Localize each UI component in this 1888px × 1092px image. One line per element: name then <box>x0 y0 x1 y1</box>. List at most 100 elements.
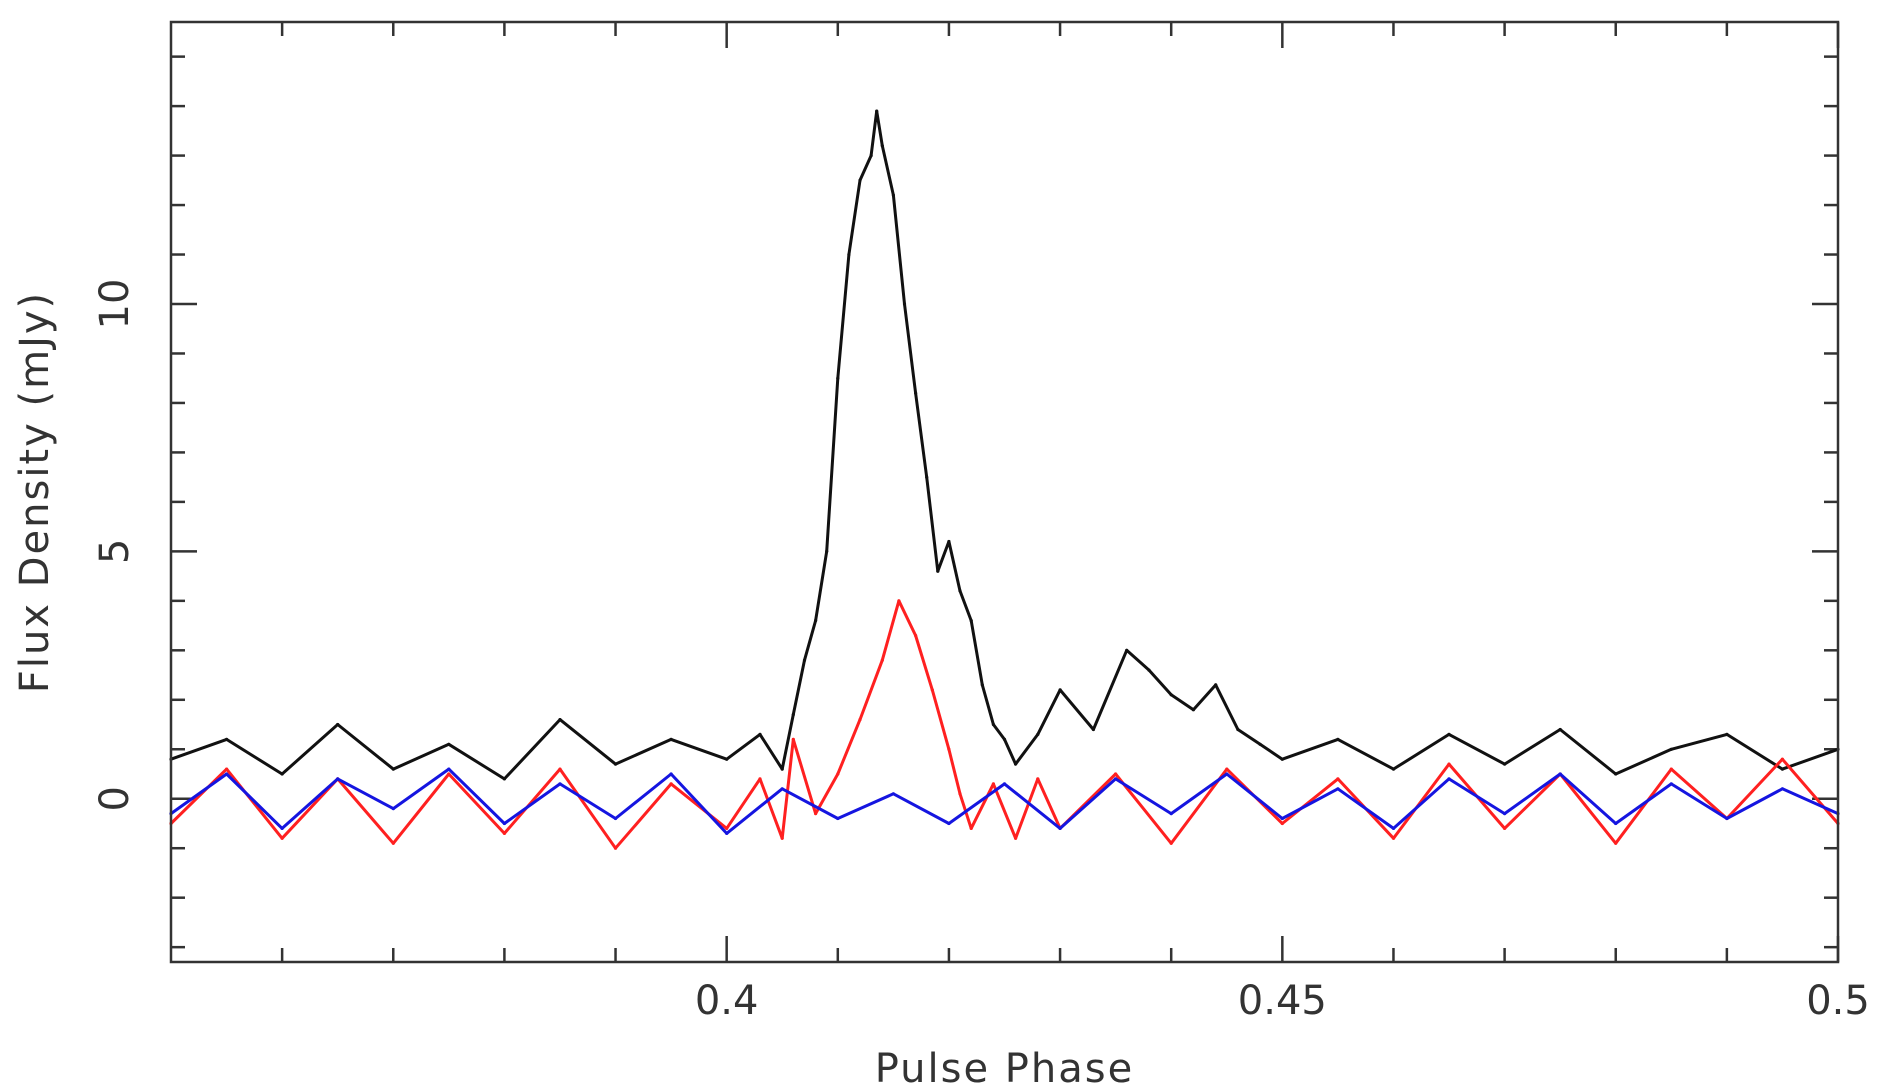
series-1-point <box>280 772 284 776</box>
series-line-3 <box>170 767 1839 835</box>
series-1-point <box>1036 732 1040 737</box>
series-2-point <box>914 633 918 638</box>
series-2-point <box>1391 836 1396 840</box>
series-1-point <box>875 109 879 113</box>
series-1-point <box>847 252 851 257</box>
tick-marks <box>171 22 1840 962</box>
series-2-point <box>947 747 951 751</box>
series-1-point <box>1280 757 1284 761</box>
series-lines <box>169 109 1840 850</box>
series-1-point <box>891 193 896 197</box>
series-2-point <box>758 777 762 781</box>
series-3-point <box>558 782 562 786</box>
series-1-point <box>1236 727 1240 732</box>
series-3-point <box>1002 782 1007 786</box>
series-2-point <box>1336 777 1340 781</box>
series-1-point <box>758 732 762 737</box>
series-3-point <box>1669 782 1673 786</box>
series-3-point <box>669 772 673 776</box>
y-tick-label: 10 <box>92 279 138 330</box>
series-line-1 <box>170 109 1839 781</box>
series-2-point <box>836 772 840 776</box>
series-2-point <box>1447 762 1451 766</box>
series-3-point <box>1280 816 1284 821</box>
series-3-point <box>1558 772 1562 776</box>
series-2-point <box>725 826 729 831</box>
series-2-point <box>613 846 618 850</box>
series-1-point <box>1447 732 1451 737</box>
series-1-point <box>925 475 929 479</box>
series-1-point <box>1614 772 1618 776</box>
y-axis-label: Flux Density (mJy) <box>12 291 58 693</box>
tick-labels: 0.4 0.45 0.5 0 5 10 <box>92 279 1870 1024</box>
series-3-point <box>225 772 229 776</box>
series-1-point <box>969 619 973 623</box>
series-1-point <box>1169 693 1173 697</box>
series-2-point <box>897 599 901 603</box>
series-3-point <box>1114 777 1118 781</box>
series-3-point <box>891 792 896 796</box>
series-3-point <box>780 787 784 791</box>
series-1-point <box>1147 668 1151 672</box>
series-1-point <box>836 376 840 380</box>
series-1-point <box>669 737 673 742</box>
series-3-point <box>1614 821 1618 826</box>
series-1-point <box>1503 762 1507 766</box>
series-3-point <box>1725 816 1729 821</box>
series-1-point <box>947 539 951 544</box>
series-1-point <box>780 767 784 771</box>
series-1-point <box>391 767 395 771</box>
series-2-point <box>225 767 229 771</box>
series-2-point <box>791 737 795 742</box>
series-3-point <box>947 821 951 826</box>
series-1-point <box>1125 648 1129 652</box>
series-1-point <box>825 549 829 554</box>
series-1-point <box>1558 727 1562 732</box>
series-2-point <box>780 836 784 840</box>
series-1-point <box>936 569 940 573</box>
x-tick-label: 0.5 <box>1806 978 1870 1024</box>
series-1-point <box>858 178 862 182</box>
series-2-point <box>558 767 562 771</box>
series-2-point <box>1014 836 1018 840</box>
series-2-point <box>391 841 395 845</box>
series-1-point <box>1091 727 1095 732</box>
series-3-point <box>336 777 340 781</box>
series-3-point <box>1503 812 1507 816</box>
series-3-point <box>1169 812 1173 816</box>
series-1-point <box>1669 747 1673 751</box>
series-2-point <box>1225 767 1229 771</box>
series-3-point <box>613 816 618 821</box>
series-2-point <box>814 812 818 816</box>
series-3-point <box>391 807 395 811</box>
series-2-point <box>930 688 934 692</box>
x-tick-label: 0.45 <box>1238 978 1327 1024</box>
series-1-point <box>1058 688 1062 692</box>
y-tick-label: 0 <box>92 786 138 811</box>
series-3-point <box>1780 787 1784 791</box>
series-3-point <box>1391 826 1396 831</box>
series-2-point <box>1114 772 1118 776</box>
series-3-point <box>1336 787 1340 791</box>
y-tick-label: 5 <box>92 539 138 564</box>
series-1-point <box>725 757 729 761</box>
series-1-point <box>814 619 818 623</box>
series-2-point <box>280 836 284 840</box>
series-2-point <box>1169 841 1173 845</box>
series-3-point <box>447 767 451 771</box>
series-1-point <box>1214 683 1218 687</box>
series-1-point <box>447 742 451 746</box>
series-2-point <box>1669 767 1673 771</box>
series-1-point <box>914 391 918 395</box>
series-3-point <box>502 821 506 826</box>
series-1-point <box>991 722 996 727</box>
series-3-point <box>1447 777 1451 781</box>
series-2-point <box>969 826 973 831</box>
series-2-point <box>858 718 862 722</box>
series-1-point <box>1258 742 1262 746</box>
series-1-point <box>225 737 229 742</box>
series-2-point <box>1780 757 1784 761</box>
series-1-point <box>1780 767 1784 771</box>
series-1-point <box>1014 762 1018 766</box>
series-1-point <box>336 722 340 727</box>
